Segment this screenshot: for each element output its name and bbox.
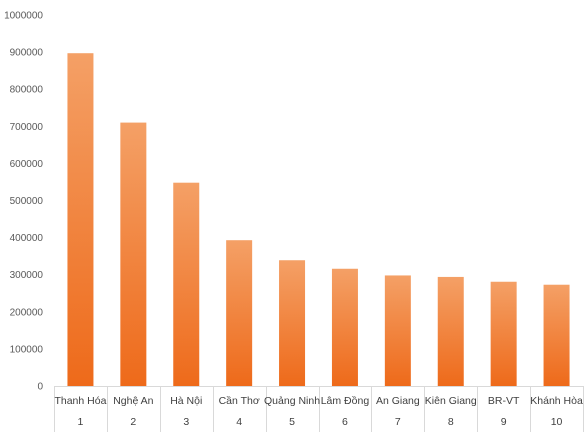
x-rank-label: 3 xyxy=(183,416,189,428)
y-tick-label: 1000000 xyxy=(4,11,43,22)
y-axis: 0 100000 200000 300000 400000 500000 600000 700… xyxy=(4,11,43,393)
bar xyxy=(120,122,147,386)
y-tick-label: 300000 xyxy=(10,270,44,281)
x-category-label: Hà Nội xyxy=(170,395,202,407)
bar xyxy=(543,284,570,386)
bar xyxy=(331,268,358,386)
x-category-label: BR-VT xyxy=(488,395,520,407)
x-rank-label: 9 xyxy=(501,416,507,428)
x-rank-label: 4 xyxy=(236,416,242,428)
y-tick-label: 100000 xyxy=(10,344,44,355)
y-tick-label: 800000 xyxy=(10,85,44,96)
bar xyxy=(490,281,517,386)
y-tick-label: 600000 xyxy=(10,159,44,170)
x-category-label: Khánh Hòa xyxy=(530,395,583,407)
bar xyxy=(173,182,200,386)
x-rank-label: 10 xyxy=(551,416,563,428)
bars-group xyxy=(67,53,570,386)
x-category-label: Thanh Hóa xyxy=(54,395,106,407)
x-rank-label: 7 xyxy=(395,416,401,428)
y-tick-label: 700000 xyxy=(10,122,44,133)
x-category-label: An Giang xyxy=(376,395,420,407)
y-tick-label: 200000 xyxy=(10,307,44,318)
x-rank-label: 2 xyxy=(130,416,136,428)
x-category-label: Nghệ An xyxy=(113,395,153,407)
x-category-label: Cần Thơ xyxy=(219,395,260,407)
x-rank-label: 5 xyxy=(289,416,295,428)
y-tick-label: 0 xyxy=(37,382,43,393)
y-tick-label: 500000 xyxy=(10,196,44,207)
y-tick-label: 400000 xyxy=(10,233,44,244)
x-category-label: Lâm Đồng xyxy=(321,395,370,407)
bar xyxy=(67,53,94,386)
y-tick-label: 900000 xyxy=(10,48,44,59)
bar xyxy=(384,275,411,386)
bar xyxy=(279,260,306,386)
x-axis: Thanh Hóa 1 Nghệ An 2 Hà Nội 3 Cần Thơ 4 Quảng N… xyxy=(54,386,584,432)
x-rank-label: 6 xyxy=(342,416,348,428)
bar xyxy=(226,240,253,386)
bar xyxy=(437,276,464,386)
x-category-label: Quảng Ninh xyxy=(264,395,320,407)
x-category-label: Kiên Giang xyxy=(425,395,477,407)
x-rank-label: 8 xyxy=(448,416,454,428)
x-rank-label: 1 xyxy=(78,416,84,428)
